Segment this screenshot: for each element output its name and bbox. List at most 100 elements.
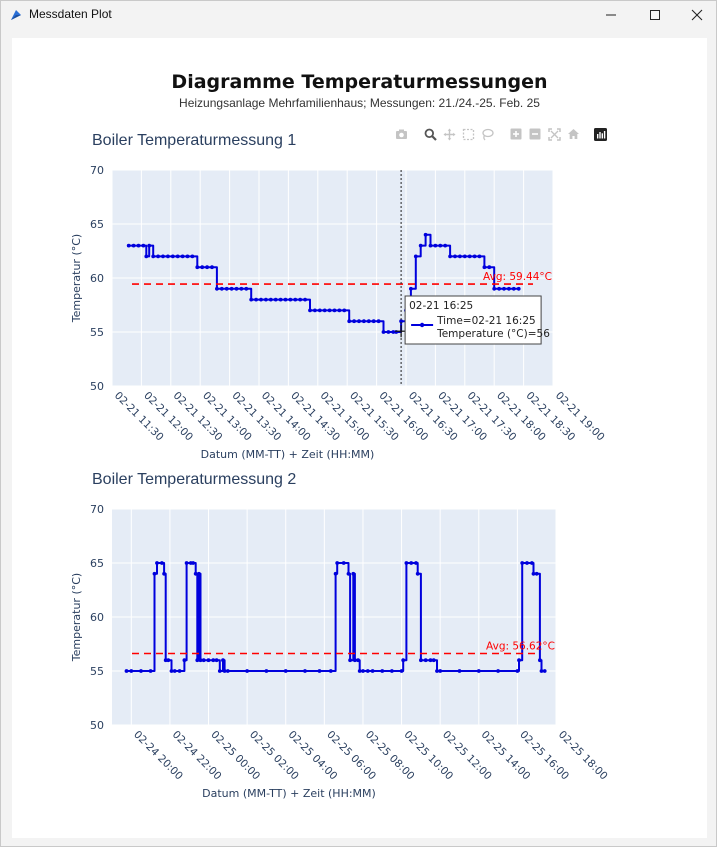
data-point: [131, 243, 136, 248]
y-tick-label: 50: [90, 719, 104, 732]
close-button[interactable]: [675, 1, 717, 29]
hover-line-1: Time=02-21 16:25: [436, 315, 536, 327]
data-point: [151, 254, 156, 259]
data-point: [191, 561, 196, 565]
data-point: [148, 669, 153, 673]
hover-line-2: Temperature (°C)=56: [436, 328, 550, 340]
minimize-button[interactable]: [589, 1, 633, 29]
reset-axes-icon: [567, 129, 579, 139]
data-point: [366, 319, 371, 324]
data-point: [361, 669, 365, 673]
data-point: [225, 669, 230, 673]
data-point: [172, 669, 177, 673]
box-select-button[interactable]: [461, 127, 475, 141]
y-tick-label: 50: [90, 380, 104, 393]
y-tick-label: 65: [90, 218, 104, 231]
data-point: [234, 286, 239, 291]
data-point: [517, 658, 521, 663]
data-point: [328, 669, 333, 673]
zoom-in-button[interactable]: [509, 127, 523, 141]
data-point: [337, 308, 342, 313]
minimize-icon: [606, 14, 616, 16]
hover-time: 02-21 16:25: [409, 300, 473, 312]
data-point: [254, 297, 258, 302]
data-point: [245, 669, 250, 673]
data-point: [177, 669, 182, 673]
data-point: [333, 571, 338, 576]
y-tick-label: 55: [90, 665, 104, 678]
data-point: [244, 286, 249, 291]
data-point: [273, 297, 278, 302]
data-point: [431, 658, 436, 663]
data-point: [175, 254, 180, 259]
data-point: [347, 319, 352, 324]
data-point: [348, 658, 352, 663]
data-point: [201, 658, 206, 663]
data-point: [530, 561, 534, 565]
data-point: [317, 308, 322, 313]
data-point: [542, 669, 547, 673]
lasso-select-button[interactable]: [480, 127, 494, 141]
data-point: [180, 254, 185, 259]
data-point: [239, 286, 244, 291]
data-point: [293, 297, 298, 302]
data-point: [249, 297, 254, 302]
data-point: [184, 561, 189, 565]
data-point: [399, 669, 404, 673]
data-point: [391, 330, 396, 334]
data-point: [496, 669, 500, 673]
data-point: [380, 669, 385, 673]
data-point: [525, 561, 529, 565]
autoscale-icon: [547, 127, 561, 141]
average-label: Avg: 59.44°C: [483, 271, 552, 283]
data-point: [448, 254, 452, 259]
data-point: [438, 243, 443, 248]
pan-button[interactable]: [442, 127, 456, 141]
data-point: [433, 243, 438, 248]
data-point: [155, 561, 159, 565]
data-point: [351, 571, 356, 576]
maximize-button[interactable]: [633, 1, 677, 29]
data-point: [303, 669, 307, 673]
data-point: [477, 254, 482, 259]
data-point: [195, 658, 200, 663]
autoscale-button[interactable]: [547, 127, 561, 141]
data-point: [428, 243, 433, 248]
data-point: [136, 243, 141, 248]
reset-axes-button[interactable]: [566, 127, 580, 141]
data-point: [221, 658, 225, 663]
data-point: [182, 658, 187, 663]
data-point: [200, 265, 205, 270]
page-subtitle: Heizungsanlage Mehrfamilienhaus; Messung…: [179, 96, 540, 110]
plotly-logo-icon: [593, 127, 607, 141]
data-point: [376, 319, 381, 324]
data-point: [198, 658, 203, 663]
data-point: [298, 297, 303, 302]
data-point: [520, 561, 525, 565]
data-point: [156, 254, 161, 259]
plotly-logo-link[interactable]: [593, 127, 607, 141]
data-point: [217, 669, 222, 673]
data-point: [511, 286, 516, 291]
data-point: [332, 308, 337, 313]
data-point: [507, 286, 511, 291]
data-point: [160, 561, 164, 565]
hover-tooltip: [404, 295, 542, 345]
zoom-icon: [424, 128, 437, 141]
data-point: [342, 308, 347, 313]
data-point: [365, 669, 370, 673]
data-point: [313, 308, 317, 313]
data-point: [308, 308, 312, 313]
camera-button[interactable]: [394, 127, 408, 141]
data-point: [147, 243, 152, 248]
data-point: [264, 297, 268, 302]
zoom-in-icon: [510, 128, 522, 140]
data-point: [129, 669, 134, 673]
zoom-button[interactable]: [423, 127, 437, 141]
zoom-out-button[interactable]: [528, 127, 542, 141]
data-point: [288, 297, 293, 302]
